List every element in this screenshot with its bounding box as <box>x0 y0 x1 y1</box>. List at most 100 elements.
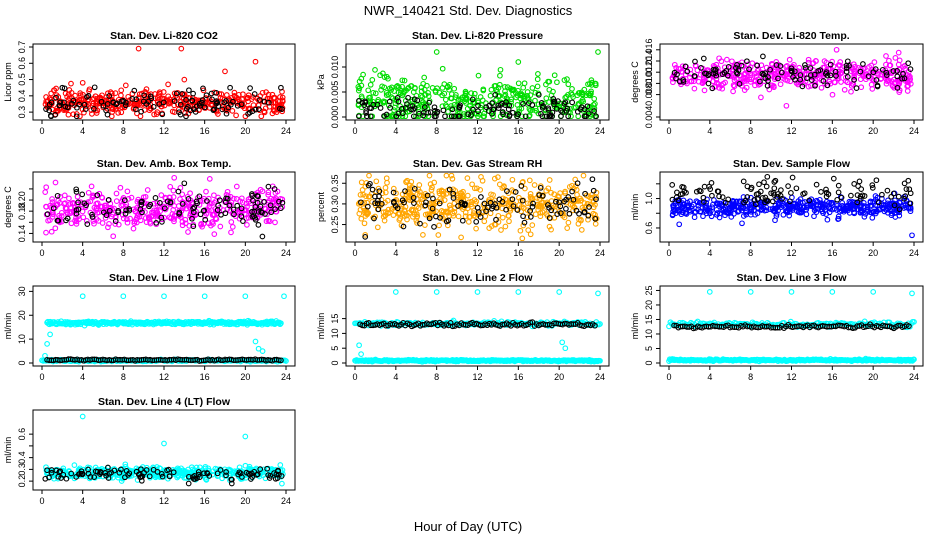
data-point <box>843 62 850 69</box>
data-point <box>272 206 278 212</box>
data-point <box>362 98 368 105</box>
data-point <box>477 214 484 220</box>
data-point <box>691 85 698 92</box>
data-point <box>811 71 818 78</box>
data-point <box>592 201 598 208</box>
data-point <box>517 92 524 99</box>
data-point <box>277 205 284 212</box>
data-point <box>120 215 127 222</box>
y-axis-label: ml/min <box>3 313 13 340</box>
outlier-point <box>47 331 53 338</box>
data-point <box>366 193 373 200</box>
data-point <box>106 221 112 227</box>
data-point <box>890 68 897 74</box>
outlier-point <box>44 341 50 347</box>
data-point <box>684 68 691 75</box>
data-point <box>372 67 378 73</box>
data-point <box>393 190 399 197</box>
data-point <box>79 106 86 113</box>
data-point <box>361 102 368 109</box>
y-tick-label: 0.010 <box>330 56 340 79</box>
data-point <box>363 108 369 114</box>
data-point <box>98 98 105 105</box>
data-point <box>873 77 880 83</box>
data-point <box>729 58 735 65</box>
data-point <box>710 201 716 208</box>
data-point <box>43 184 50 191</box>
data-point <box>725 64 732 70</box>
outlier-point <box>181 76 188 83</box>
data-point <box>743 209 749 216</box>
data-point <box>410 106 416 113</box>
data-point <box>503 206 509 213</box>
data-point <box>818 189 824 195</box>
data-point <box>420 80 427 87</box>
data-point <box>802 62 808 68</box>
data-point <box>99 92 105 99</box>
data-point <box>383 89 390 96</box>
data-point <box>894 85 901 91</box>
y-tick-label: 10 <box>644 329 654 339</box>
data-point <box>465 111 472 118</box>
data-point <box>516 194 522 201</box>
data-point <box>451 101 458 108</box>
x-tick-label: 0 <box>666 126 671 136</box>
outlier-point <box>79 79 86 86</box>
x-tick-label: 12 <box>472 372 482 382</box>
data-point <box>272 219 278 226</box>
data-point <box>82 106 89 112</box>
data-point <box>375 185 382 192</box>
data-point <box>734 70 741 77</box>
data-point <box>672 207 679 214</box>
panel-title: Stan. Dev. Sample Flow <box>733 158 851 170</box>
data-point <box>789 68 795 75</box>
data-point <box>271 94 278 101</box>
data-point <box>869 214 876 221</box>
data-point <box>703 210 710 217</box>
data-point <box>98 95 105 102</box>
data-point <box>470 99 477 106</box>
data-point <box>355 84 362 90</box>
data-point <box>182 216 189 223</box>
data-points <box>355 49 601 119</box>
data-point <box>770 83 777 89</box>
series-0 <box>669 190 915 239</box>
data-point <box>263 218 270 225</box>
data-point <box>61 85 68 92</box>
data-point <box>468 112 474 118</box>
x-tick-label: 0 <box>352 126 357 136</box>
data-point <box>882 202 889 209</box>
data-point <box>451 113 458 119</box>
outlier-point <box>909 232 915 239</box>
data-point <box>43 106 49 112</box>
data-point <box>669 212 676 219</box>
data-point <box>894 73 901 80</box>
data-point <box>62 200 68 206</box>
data-point <box>436 200 443 207</box>
data-point <box>261 199 267 205</box>
y-axis-label: ml/min <box>316 313 326 340</box>
data-point <box>569 182 575 189</box>
data-point <box>521 80 528 87</box>
data-point <box>206 203 213 210</box>
data-point <box>901 195 908 202</box>
data-point <box>545 105 552 112</box>
data-point <box>402 105 409 111</box>
data-point <box>413 217 420 224</box>
data-point <box>273 109 280 115</box>
data-point <box>561 101 568 107</box>
data-point <box>214 207 221 213</box>
x-tick-label: 20 <box>554 372 564 382</box>
data-point <box>814 71 820 78</box>
data-point <box>565 219 572 226</box>
data-point <box>388 84 395 91</box>
data-point <box>425 93 432 99</box>
data-point <box>382 212 389 219</box>
data-point <box>451 85 458 92</box>
data-point <box>382 189 389 196</box>
data-point <box>906 78 913 84</box>
data-point <box>83 218 90 224</box>
data-points <box>39 293 289 365</box>
y-tick-label: 0.14 <box>17 225 27 243</box>
data-point <box>536 192 543 198</box>
